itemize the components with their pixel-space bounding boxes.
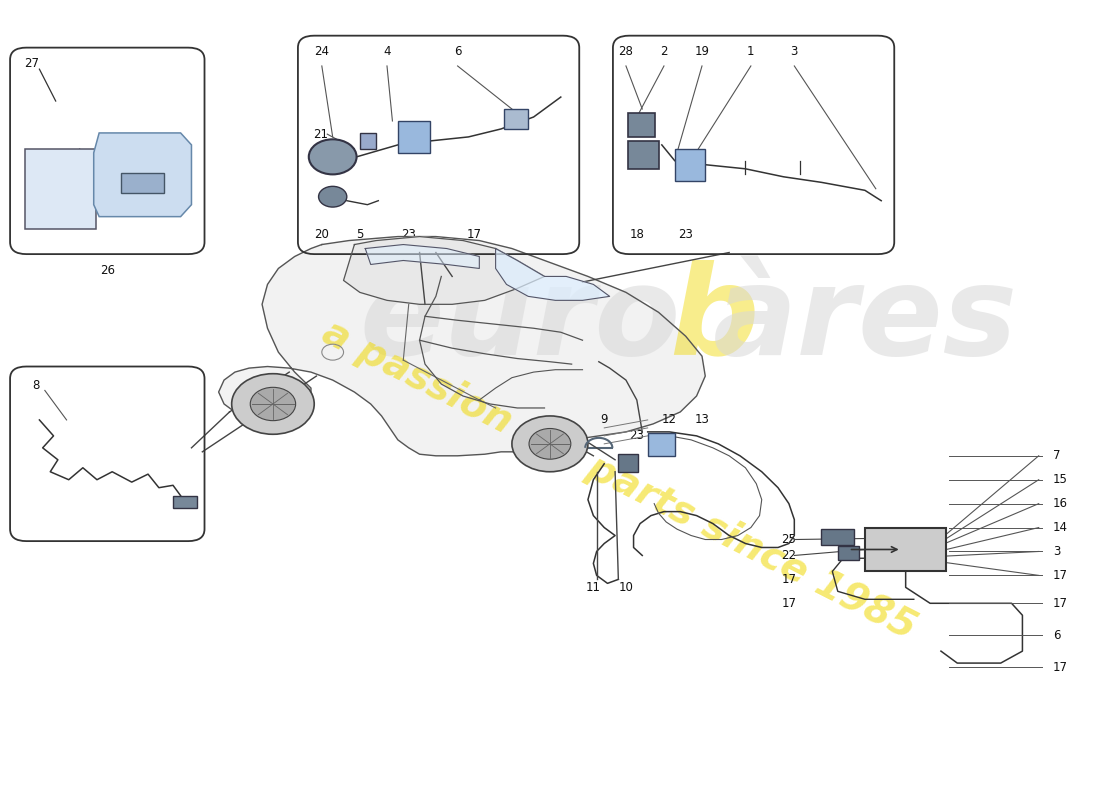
Text: 10: 10 xyxy=(618,581,634,594)
Text: b: b xyxy=(670,260,759,381)
Text: 20: 20 xyxy=(315,229,329,242)
Polygon shape xyxy=(94,133,191,217)
Text: 14: 14 xyxy=(1053,521,1068,534)
Text: 21: 21 xyxy=(314,128,328,141)
Bar xyxy=(398,121,430,153)
Bar xyxy=(674,149,705,181)
Text: 4: 4 xyxy=(383,45,390,58)
Text: 7: 7 xyxy=(1053,450,1060,462)
Bar xyxy=(838,546,859,561)
Text: 17: 17 xyxy=(1053,597,1068,610)
Bar xyxy=(865,527,946,571)
Text: 23: 23 xyxy=(629,430,645,442)
Text: 17: 17 xyxy=(781,573,796,586)
Polygon shape xyxy=(365,245,480,269)
Text: 1: 1 xyxy=(747,45,755,58)
Text: 15: 15 xyxy=(1053,474,1068,486)
Bar xyxy=(822,529,854,545)
Circle shape xyxy=(309,139,356,174)
Text: 5: 5 xyxy=(356,229,363,242)
Bar xyxy=(173,496,197,508)
Bar xyxy=(628,141,659,169)
Text: 27: 27 xyxy=(24,57,40,70)
Bar xyxy=(121,173,164,193)
Text: 9: 9 xyxy=(601,414,608,426)
Text: euro: euro xyxy=(360,260,681,381)
Bar xyxy=(360,133,376,149)
Text: 18: 18 xyxy=(629,229,645,242)
Bar xyxy=(648,434,674,456)
Text: a passion for parts since 1985: a passion for parts since 1985 xyxy=(317,313,923,646)
Polygon shape xyxy=(219,237,705,456)
Text: 22: 22 xyxy=(781,549,796,562)
Circle shape xyxy=(250,387,296,421)
Text: 28: 28 xyxy=(618,45,634,58)
Text: 13: 13 xyxy=(694,414,710,426)
Text: àres: àres xyxy=(713,260,1018,381)
Bar xyxy=(628,113,656,137)
Text: 17: 17 xyxy=(466,229,482,242)
Text: 17: 17 xyxy=(781,597,796,610)
Text: 25: 25 xyxy=(781,533,796,546)
Bar xyxy=(25,149,96,229)
Circle shape xyxy=(232,374,315,434)
Text: 6: 6 xyxy=(1053,629,1060,642)
Polygon shape xyxy=(343,237,544,304)
Text: 26: 26 xyxy=(100,263,114,277)
Text: 8: 8 xyxy=(33,379,40,392)
Text: 3: 3 xyxy=(1053,545,1060,558)
Circle shape xyxy=(529,429,571,459)
Text: 2: 2 xyxy=(660,45,668,58)
Text: 3: 3 xyxy=(791,45,798,58)
Text: 19: 19 xyxy=(694,45,710,58)
Bar xyxy=(618,454,638,472)
Text: 12: 12 xyxy=(662,414,676,426)
Circle shape xyxy=(512,416,587,472)
Text: 17: 17 xyxy=(1053,569,1068,582)
Text: 17: 17 xyxy=(1053,661,1068,674)
Bar xyxy=(504,109,528,129)
Text: 23: 23 xyxy=(402,229,416,242)
Text: 11: 11 xyxy=(586,581,601,594)
Text: 16: 16 xyxy=(1053,497,1068,510)
Text: 23: 23 xyxy=(679,229,693,242)
Polygon shape xyxy=(496,249,609,300)
Circle shape xyxy=(319,186,346,207)
Text: 24: 24 xyxy=(315,45,329,58)
Text: 6: 6 xyxy=(454,45,461,58)
